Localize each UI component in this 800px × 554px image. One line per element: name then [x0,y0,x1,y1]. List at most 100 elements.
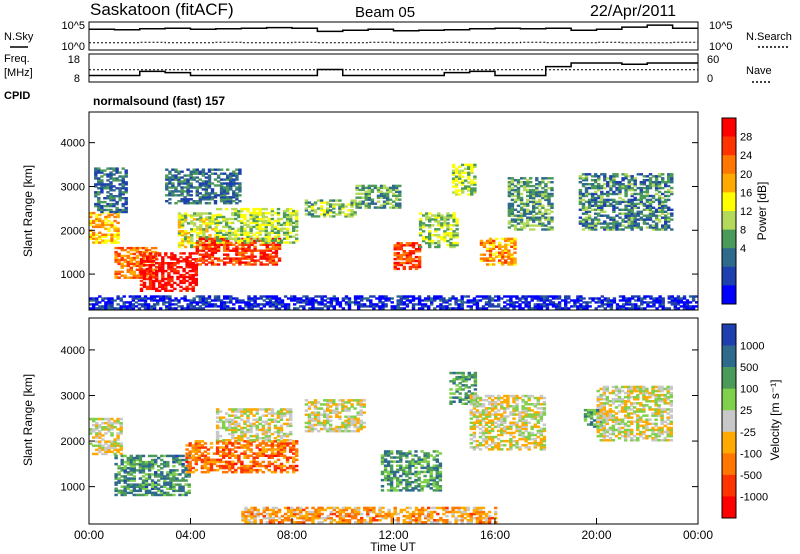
range-cell [457,307,461,310]
range-cell [648,212,653,215]
range-cell [113,440,117,443]
range-cell [633,224,637,227]
range-cell [267,231,271,234]
range-cell [532,194,536,198]
range-cell [237,456,241,459]
range-cell [274,303,279,306]
range-cell [495,237,499,241]
range-cell [237,237,241,240]
range-cell [120,270,124,273]
cpid-label: CPID [4,90,30,102]
range-cell [452,220,456,223]
range-cell [195,295,199,298]
range-cell [685,303,690,306]
range-cell [427,299,431,302]
range-cell [475,307,480,310]
range-cell [198,307,202,310]
range-cell [488,253,493,256]
range-cell [529,190,533,194]
range-cell [267,233,271,236]
range-cell [151,275,156,279]
range-cell [292,227,296,230]
range-cell [256,249,260,252]
range-cell [226,261,230,264]
range-cell [661,202,665,206]
range-cell [212,468,217,472]
range-cell [232,174,236,177]
range-cell [139,271,144,275]
range-cell [110,303,114,306]
range-cell [387,297,391,300]
range-cell [323,303,327,306]
range-cell [259,251,263,254]
range-cell [174,174,178,177]
range-cell [114,272,118,275]
range-cell [513,224,518,227]
range-cell [402,244,406,247]
range-cell [169,481,173,484]
range-cell [191,275,195,279]
range-cell [279,440,284,443]
range-cell [451,165,456,169]
range-cell [143,299,148,302]
range-cell [138,458,143,462]
range-cell [360,295,364,298]
range-cell [185,258,189,261]
range-cell [229,198,233,201]
range-cell [319,207,324,210]
range-cell [253,303,257,306]
range-cell [240,213,244,217]
range-cell [180,198,184,201]
range-cell [430,299,434,302]
range-cell [630,222,634,225]
noise-lines [89,24,698,44]
range-cell [139,262,144,265]
range-cell [600,305,604,308]
range-cell [440,218,444,221]
range-cell [282,213,287,217]
range-cell [252,456,256,459]
range-cell [200,460,205,464]
range-cell [193,214,197,217]
range-cell [329,205,333,208]
range-cell [513,251,517,254]
range-cell [157,475,161,478]
range-cell [271,295,276,298]
range-cell [285,422,290,426]
range-cell [226,239,230,243]
range-cell [258,237,262,240]
range-cell [180,220,185,223]
range-cell [195,247,199,250]
range-cell [119,442,123,445]
range-cell [234,237,238,240]
range-cell [497,297,501,300]
range-cell [670,301,674,304]
range-cell [273,219,278,223]
range-cell [392,184,396,188]
range-cell [98,295,102,298]
range-cell [376,206,381,209]
range-cell [95,448,99,452]
range-cell [292,470,296,474]
range-cell [147,489,152,493]
range-cell [570,299,574,302]
range-cell [643,301,647,304]
range-cell [119,421,123,425]
range-cell [201,241,206,245]
range-cell [319,199,324,202]
range-cell [98,237,102,240]
range-cell [138,487,143,490]
range-cell [538,216,542,219]
range-cell [673,299,677,302]
range-cell [612,204,616,207]
range-cell [323,209,327,212]
range-cell [431,218,435,221]
range-cell [207,178,212,181]
range-cell [594,192,598,196]
range-cell [285,410,290,413]
range-cell [141,256,146,260]
range-cell [154,268,158,271]
range-cell [367,198,371,201]
range-cell [375,303,379,306]
range-cell [97,177,101,180]
